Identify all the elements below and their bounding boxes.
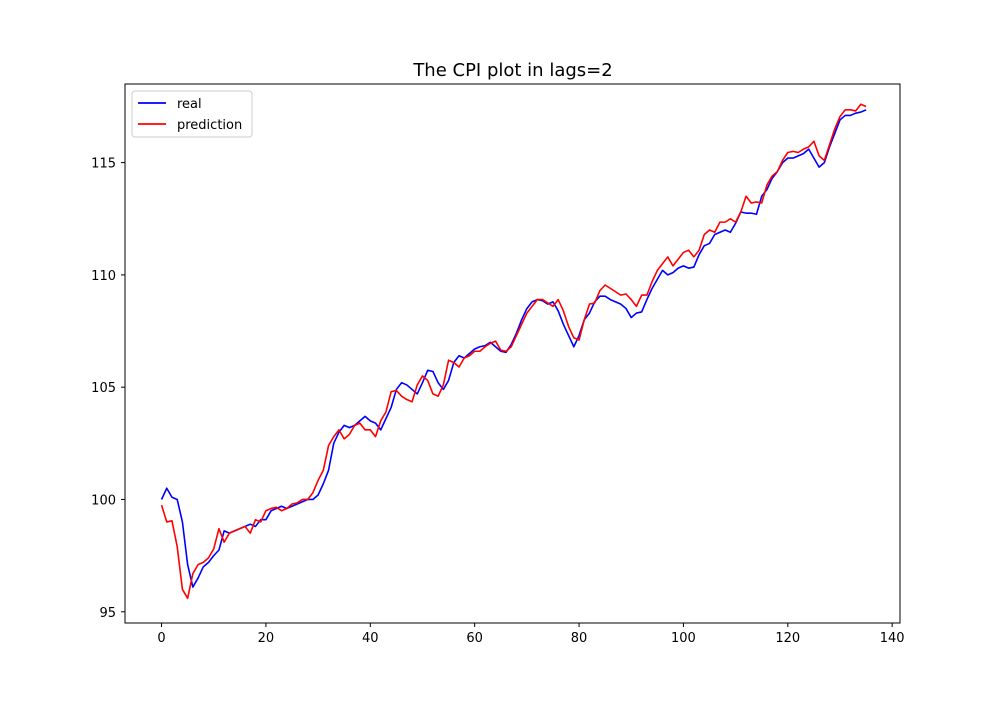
x-tick-label: 40 — [362, 631, 379, 646]
x-tick-label: 20 — [258, 631, 275, 646]
y-tick-label: 110 — [91, 269, 116, 284]
x-tick-label: 80 — [571, 631, 588, 646]
legend-label-real: real — [177, 97, 202, 112]
y-tick-label: 100 — [91, 493, 116, 508]
axis-layer: 0 20 40 60 80 100 120 140 95 100 105 110 115 — [91, 157, 904, 646]
y-tick-label: 105 — [91, 381, 116, 396]
x-tick-label: 0 — [157, 631, 165, 646]
x-tick-label: 60 — [466, 631, 483, 646]
chart-title: The CPI plot in lags=2 — [412, 60, 612, 81]
x-tick-label: 140 — [880, 631, 905, 646]
y-tick-label: 115 — [91, 157, 116, 172]
series-line-real — [160, 109, 867, 588]
y-tick-label: 95 — [99, 606, 116, 621]
plot-frame — [124, 83, 901, 624]
x-tick-label: 100 — [671, 631, 696, 646]
plot-area — [125, 84, 900, 623]
legend: real prediction — [131, 90, 253, 138]
series-layer — [160, 103, 867, 600]
x-tick-label: 120 — [775, 631, 800, 646]
legend-label-prediction: prediction — [177, 118, 242, 133]
series-line-prediction — [160, 103, 867, 600]
